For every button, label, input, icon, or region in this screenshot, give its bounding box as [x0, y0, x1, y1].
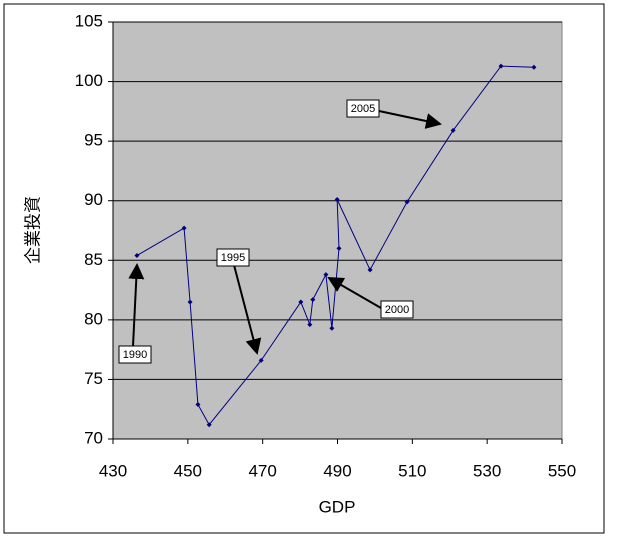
- point: [187, 299, 193, 305]
- x-tick-label: 490: [323, 461, 351, 480]
- point: [134, 253, 140, 259]
- annotation-arrow: [128, 263, 145, 347]
- point: [450, 127, 456, 133]
- point: [531, 64, 537, 70]
- point: [404, 199, 410, 205]
- annotation-label: 1995: [221, 252, 245, 264]
- annotation-label: 1990: [123, 349, 147, 361]
- y-tick-label: 100: [75, 71, 103, 90]
- x-tick-label: 430: [99, 461, 127, 480]
- plot-area: [112, 21, 563, 440]
- y-tick-label: 95: [84, 131, 103, 150]
- annotation-box: [118, 345, 152, 364]
- y-tick-label: 80: [84, 309, 103, 328]
- annotation-box: [346, 99, 380, 118]
- annotation-box: [380, 300, 414, 319]
- y-axis-title: 企業投資: [23, 196, 42, 264]
- y-tick-label: 85: [84, 250, 103, 269]
- x-tick-label: 450: [174, 461, 202, 480]
- annotation-label: 2000: [385, 304, 409, 316]
- point: [334, 197, 340, 203]
- point: [298, 299, 304, 305]
- annotation-arrow: [233, 264, 262, 355]
- point: [336, 245, 342, 251]
- x-tick-label: 550: [548, 461, 576, 480]
- point: [367, 267, 373, 273]
- annotation-arrow: [378, 110, 442, 129]
- point: [195, 401, 201, 407]
- y-tick-label: 105: [75, 11, 103, 30]
- point: [258, 357, 264, 363]
- y-tick-label: 75: [84, 369, 103, 388]
- y-tick-label: 70: [84, 428, 103, 447]
- annotation-box: [216, 248, 250, 267]
- x-axis-title: GDP: [319, 497, 356, 516]
- annotation-label: 2005: [351, 103, 375, 115]
- point: [181, 225, 187, 231]
- point: [329, 325, 335, 331]
- y-tick-label: 90: [84, 190, 103, 209]
- x-tick-label: 510: [398, 461, 426, 480]
- point: [310, 297, 316, 303]
- point: [323, 272, 329, 278]
- x-tick-label: 470: [248, 461, 276, 480]
- annotation-arrow: [327, 277, 382, 309]
- x-tick-label: 530: [473, 461, 501, 480]
- series-line: [136, 65, 534, 426]
- point: [206, 422, 212, 428]
- point: [307, 322, 313, 328]
- point: [498, 63, 504, 69]
